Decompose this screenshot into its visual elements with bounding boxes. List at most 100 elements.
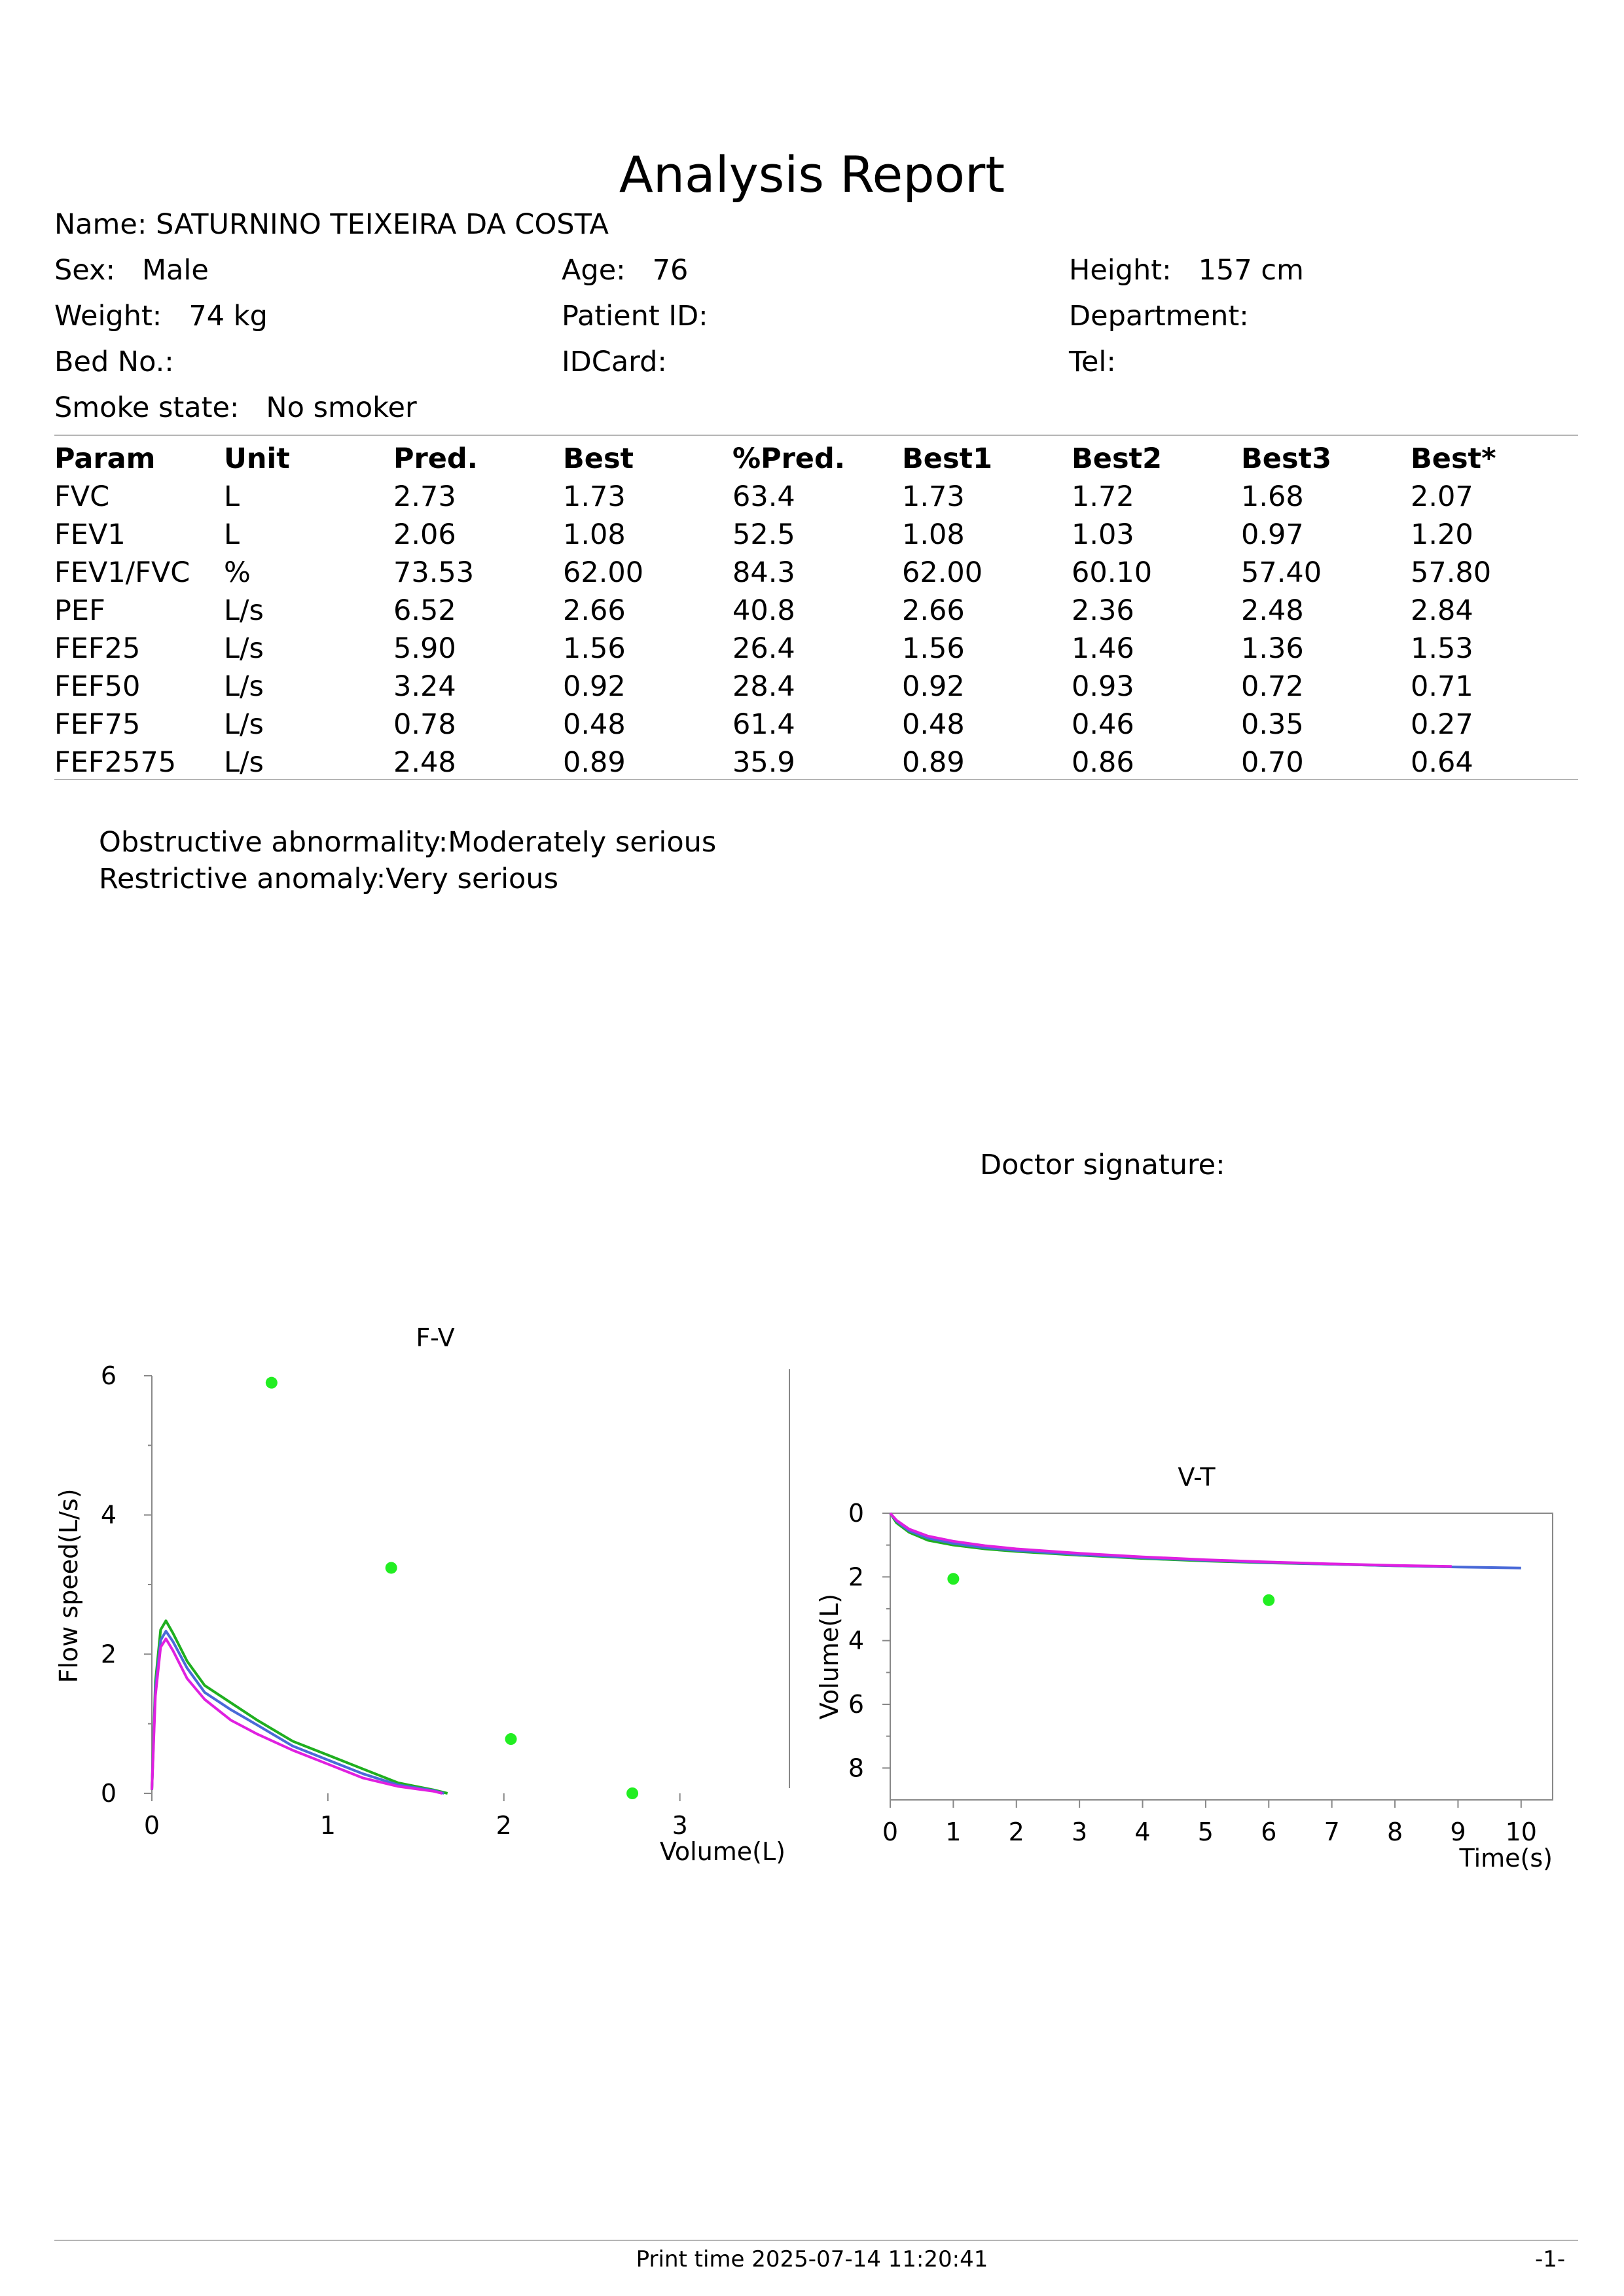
table-cell: 0.27 (1411, 708, 1473, 741)
table-cell: 2.66 (902, 594, 965, 627)
table-cell: 0.71 (1411, 670, 1473, 703)
parameter-table: Param Unit Pred. Best %Pred. Best1 Best2… (54, 440, 1580, 781)
table-cell: 0.89 (563, 746, 626, 779)
table-cell: 1.20 (1411, 518, 1473, 551)
column-header: Pred. (393, 442, 478, 475)
fv-y-tick-label: 2 (101, 1640, 117, 1668)
vt-x-tick-label: 0 (882, 1818, 898, 1846)
smoke-field: Smoke state: No smoker (54, 391, 417, 424)
table-cell: 2.48 (1241, 594, 1304, 627)
vt-x-tick-label: 1 (945, 1818, 961, 1846)
table-cell: 0.35 (1241, 708, 1304, 741)
height-label: Height: (1069, 254, 1172, 287)
vt-chart-title: V-T (1178, 1463, 1216, 1492)
fv-y-tick-label: 4 (101, 1501, 117, 1530)
name-label: Name: (54, 208, 147, 241)
table-row: FEF75 L/s 0.78 0.48 61.4 0.48 0.46 0.35 0.27 (54, 706, 1580, 744)
table-cell: 73.53 (393, 556, 475, 589)
table-cell: L/s (224, 708, 264, 741)
table-cell: 0.78 (393, 708, 456, 741)
table-cell: 1.73 (902, 480, 965, 513)
vt-x-tick-label: 2 (1009, 1818, 1024, 1846)
chart-divider (789, 1369, 790, 1788)
vt-series-line-3 (889, 1512, 1452, 1568)
table-cell: 1.03 (1072, 518, 1134, 551)
table-cell: 62.00 (563, 556, 644, 589)
footer-rule (54, 2240, 1578, 2241)
name-value: SATURNINO TEIXEIRA DA COSTA (156, 208, 609, 241)
table-cell: FEF2575 (54, 746, 177, 779)
print-time: Print time 2025-07-14 11:20:41 (636, 2246, 988, 2272)
vt-y-tick-label: 8 (848, 1753, 864, 1782)
table-cell: 2.36 (1072, 594, 1134, 627)
page-title: Analysis Report (619, 145, 1005, 204)
fv-x-tick-label: 2 (496, 1811, 512, 1840)
table-top-rule (54, 435, 1578, 436)
table-cell: 84.3 (732, 556, 795, 589)
table-cell: L (224, 480, 240, 513)
table-cell: FEF75 (54, 708, 141, 741)
table-cell: 1.36 (1241, 632, 1304, 665)
table-row: FEF50 L/s 3.24 0.92 28.4 0.92 0.93 0.72 0.71 (54, 668, 1580, 706)
table-cell: 1.08 (902, 518, 965, 551)
table-cell: 0.89 (902, 746, 965, 779)
fv-x-tick-label: 1 (320, 1811, 336, 1840)
table-row: FEF25 L/s 5.90 1.56 26.4 1.56 1.46 1.36 1.53 (54, 630, 1580, 668)
table-cell: 60.10 (1072, 556, 1153, 589)
fv-chart-title: F-V (416, 1323, 454, 1352)
fv-predicted-marker (505, 1733, 517, 1746)
sex-label: Sex: (54, 254, 115, 287)
vt-y-tick-label: 6 (848, 1690, 864, 1719)
table-cell: 5.90 (393, 632, 456, 665)
table-header-row: Param Unit Pred. Best %Pred. Best1 Best2… (54, 440, 1580, 478)
table-cell: 3.24 (393, 670, 456, 703)
bed-label: Bed No.: (54, 346, 174, 378)
table-cell: 35.9 (732, 746, 795, 779)
table-row: FEV1 L 2.06 1.08 52.5 1.08 1.03 0.97 1.20 (54, 516, 1580, 554)
vt-y-tick-label: 4 (848, 1626, 864, 1655)
page-number: -1- (1535, 2246, 1566, 2272)
height-value: 157 cm (1198, 254, 1304, 287)
column-header: %Pred. (732, 442, 846, 475)
tel-label: Tel: (1069, 346, 1116, 378)
table-cell: 1.46 (1072, 632, 1134, 665)
table-cell: 57.80 (1411, 556, 1492, 589)
table-cell: FEF50 (54, 670, 141, 703)
table-cell: 2.06 (393, 518, 456, 551)
column-header: Unit (224, 442, 290, 475)
table-row: FVC L 2.73 1.73 63.4 1.73 1.72 1.68 2.07 (54, 478, 1580, 516)
table-cell: 6.52 (393, 594, 456, 627)
fv-y-tick-label: 6 (101, 1361, 117, 1390)
fv-predicted-marker (385, 1562, 397, 1574)
vt-x-tick-label: 9 (1450, 1818, 1466, 1846)
table-cell: L/s (224, 746, 264, 779)
idcard-label: IDCard: (562, 346, 667, 378)
table-row: FEF2575 L/s 2.48 0.89 35.9 0.89 0.86 0.70 0.64 (54, 744, 1580, 781)
table-row: FEV1/FVC% 73.53 62.00 84.3 62.00 60.10 57.40 57… (54, 554, 1580, 592)
table-cell: 2.84 (1411, 594, 1473, 627)
table-body: FVC L 2.73 1.73 63.4 1.73 1.72 1.68 2.07 FEV1 L 2.0… (54, 478, 1580, 781)
vt-chart: V-T 0 2 4 6 8 0 1 2 3 4 5 6 7 8 9 10 Volume(L) Time(s) (815, 1463, 1553, 1873)
department-label: Department: (1069, 300, 1249, 332)
vt-x-axis-label: Time(s) (1459, 1844, 1553, 1873)
vt-predicted-marker (947, 1573, 960, 1585)
column-header: Best* (1411, 442, 1496, 475)
weight-label: Weight: (54, 300, 162, 332)
smoke-label: Smoke state: (54, 391, 240, 424)
smoke-value: No smoker (266, 391, 417, 424)
table-cell: 0.86 (1072, 746, 1134, 779)
vt-predicted-marker (1263, 1594, 1275, 1606)
table-cell: PEF (54, 594, 105, 627)
interpretation-restrictive: Restrictive anomaly:Very serious (99, 863, 558, 895)
table-cell: 0.70 (1241, 746, 1304, 779)
column-header: Best (563, 442, 634, 475)
vt-x-tick-label: 10 (1506, 1818, 1537, 1846)
sex-field: Sex: Male (54, 254, 209, 287)
table-cell: 1.72 (1072, 480, 1134, 513)
table-cell: L/s (224, 594, 264, 627)
table-cell: 63.4 (732, 480, 795, 513)
patient-name: Name: SATURNINO TEIXEIRA DA COSTA (54, 208, 609, 241)
age-value: 76 (652, 254, 689, 287)
table-cell: 0.48 (563, 708, 626, 741)
table-cell: FEF25 (54, 632, 141, 665)
